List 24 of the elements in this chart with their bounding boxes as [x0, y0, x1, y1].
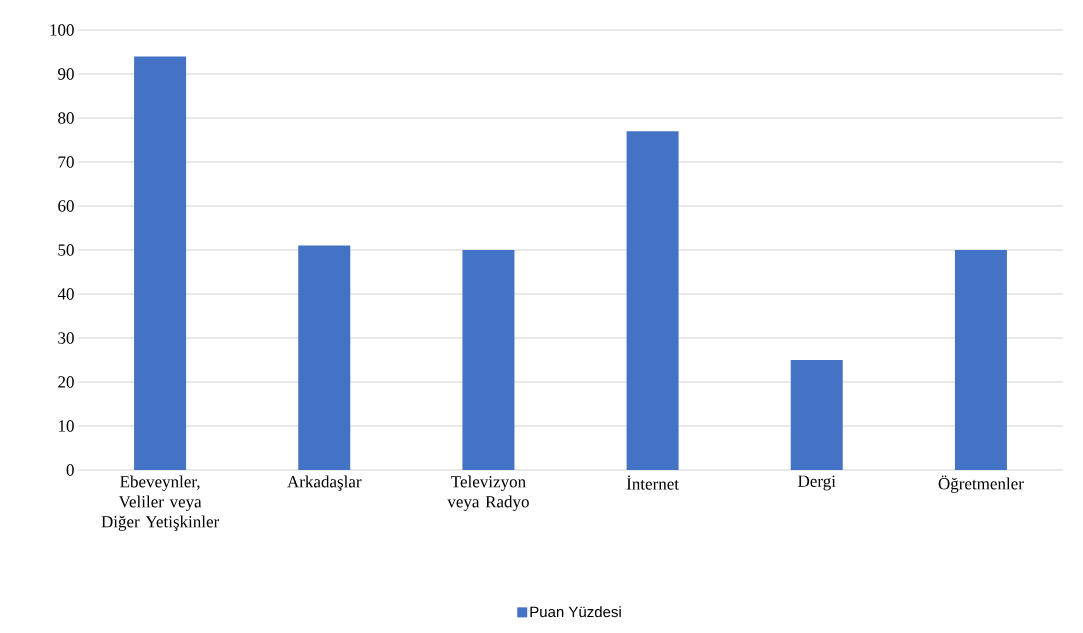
y-tick-label: 0 — [66, 464, 74, 476]
bar — [790, 359, 843, 470]
x-tick-label: İnternet — [626, 475, 679, 490]
x-tick-label: Dergi — [798, 475, 836, 491]
x-tick-label: Ebeveynler, Veliler veya Diğer Yetişkinler — [101, 475, 220, 531]
bar — [954, 249, 1007, 470]
x-tick-label: Öğretmenler — [938, 475, 1024, 493]
bar — [462, 249, 515, 470]
y-tick-label: 30 — [58, 332, 74, 344]
y-tick-label: 100 — [50, 24, 74, 36]
y-tick-label: 40 — [57, 288, 74, 300]
y-tick-label: 50 — [58, 244, 74, 256]
bar — [134, 56, 187, 470]
bar — [626, 131, 679, 470]
x-tick-label: Televizyon veya Radyo — [447, 475, 529, 511]
x-tick-label: Arkadaşlar — [287, 475, 362, 491]
y-tick-label: 10 — [58, 420, 74, 432]
y-tick-label: 80 — [58, 112, 74, 124]
y-tick-label: 20 — [58, 376, 74, 388]
bar — [298, 245, 351, 470]
y-tick-label: 70 — [58, 156, 74, 168]
y-tick-label: 60 — [58, 200, 74, 212]
y-tick-label: 90 — [58, 68, 74, 80]
legend-label: Puan Yüzdesi — [530, 606, 621, 618]
